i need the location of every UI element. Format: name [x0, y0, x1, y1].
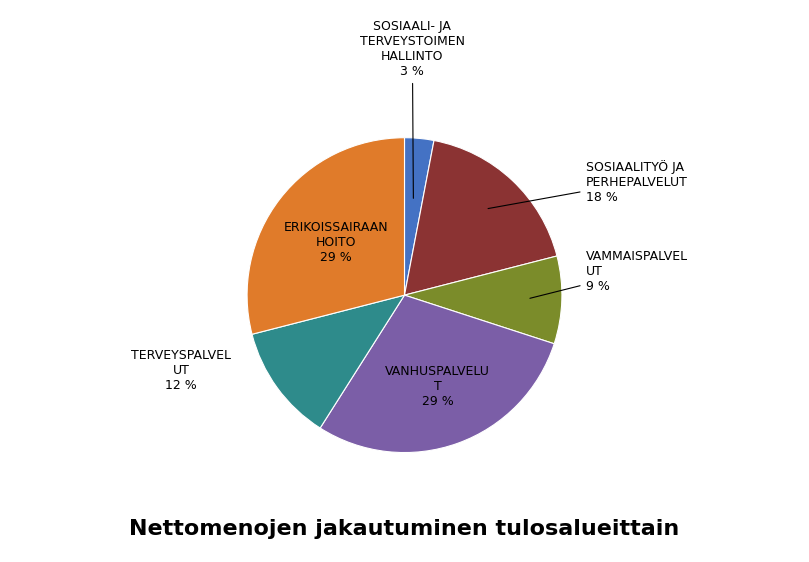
Text: ERIKOISSAIRAAN
HOITO
29 %: ERIKOISSAIRAAN HOITO 29 %: [284, 220, 388, 264]
Wedge shape: [404, 138, 434, 295]
Wedge shape: [404, 256, 562, 344]
Wedge shape: [404, 140, 557, 295]
Text: SOSIAALI- JA
TERVEYSTOIMEN
HALLINTO
3 %: SOSIAALI- JA TERVEYSTOIMEN HALLINTO 3 %: [360, 20, 465, 198]
Text: SOSIAALITYÖ JA
PERHEPALVELUT
18 %: SOSIAALITYÖ JA PERHEPALVELUT 18 %: [488, 160, 688, 209]
Wedge shape: [252, 295, 404, 428]
Text: Nettomenojen jakautuminen tulosalueittain: Nettomenojen jakautuminen tulosalueittai…: [129, 519, 680, 538]
Text: TERVEYSPALVEL
UT
12 %: TERVEYSPALVEL UT 12 %: [131, 349, 231, 392]
Wedge shape: [247, 138, 404, 334]
Text: VANHUSPALVELU
T
29 %: VANHUSPALVELU T 29 %: [385, 365, 490, 409]
Text: VAMMAISPALVEL
UT
9 %: VAMMAISPALVEL UT 9 %: [530, 250, 688, 298]
Wedge shape: [320, 295, 554, 452]
